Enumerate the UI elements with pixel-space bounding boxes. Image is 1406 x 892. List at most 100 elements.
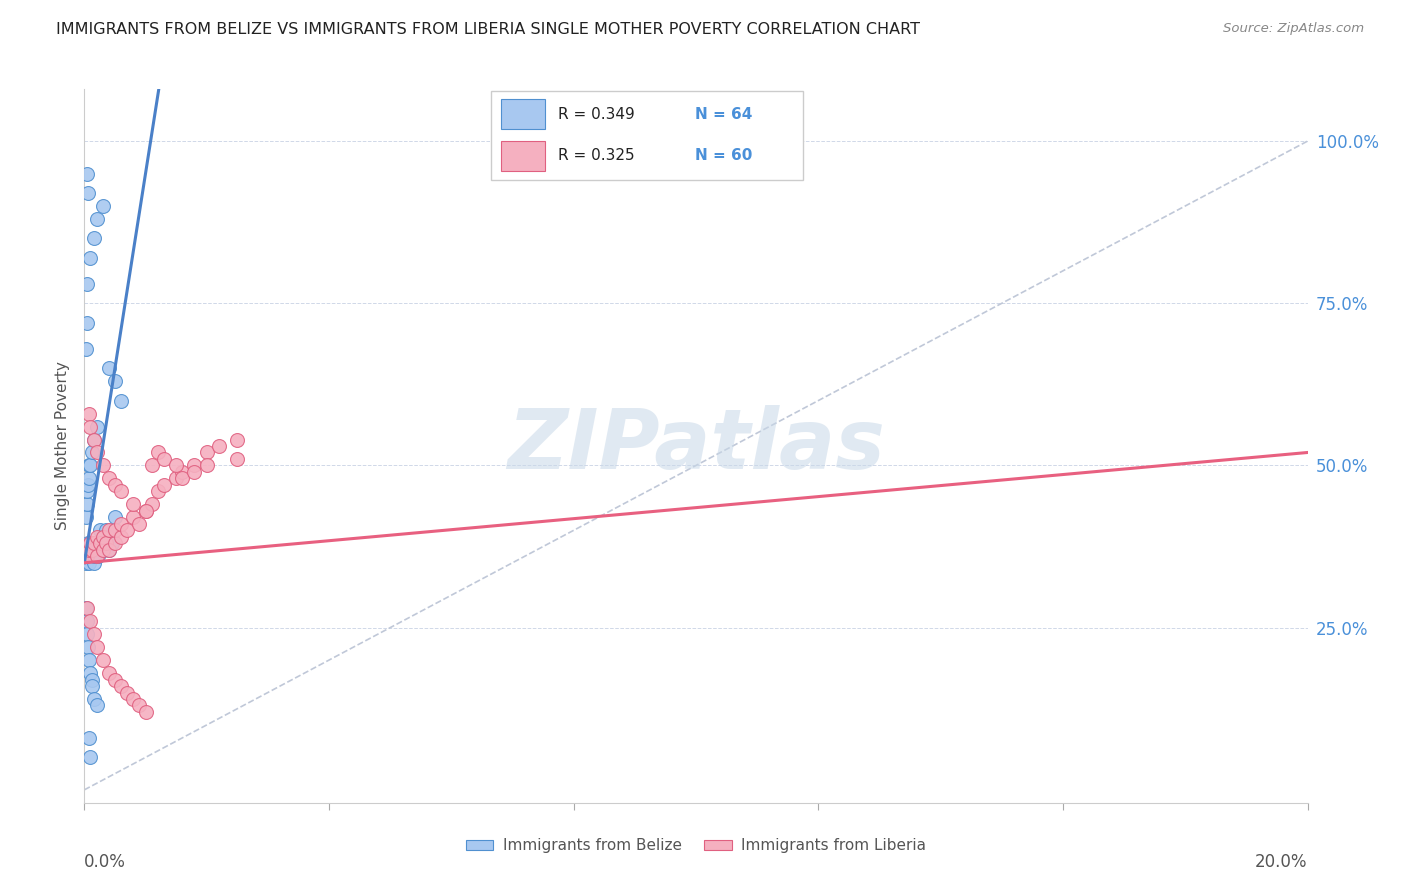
Point bbox=[86, 211, 108, 226]
Point bbox=[86, 419, 108, 434]
Point bbox=[110, 679, 132, 693]
Point bbox=[77, 640, 100, 654]
Point bbox=[80, 542, 103, 557]
Point bbox=[122, 510, 145, 524]
Point bbox=[86, 549, 108, 564]
Point bbox=[122, 692, 145, 706]
Point bbox=[76, 549, 98, 564]
Point bbox=[89, 536, 111, 550]
Point bbox=[83, 536, 105, 550]
Point bbox=[104, 478, 127, 492]
Point bbox=[153, 478, 176, 492]
Point bbox=[91, 199, 114, 213]
Point bbox=[97, 524, 120, 538]
Point bbox=[82, 679, 104, 693]
Point bbox=[77, 471, 100, 485]
Point bbox=[115, 685, 138, 699]
Point bbox=[91, 458, 114, 473]
Point bbox=[89, 524, 111, 538]
Point bbox=[97, 666, 120, 681]
Point bbox=[128, 698, 150, 713]
Point bbox=[172, 465, 194, 479]
Point bbox=[115, 524, 138, 538]
Point bbox=[83, 627, 105, 641]
Point bbox=[76, 484, 98, 499]
Point bbox=[79, 251, 101, 265]
Point bbox=[77, 458, 100, 473]
Point bbox=[77, 478, 100, 492]
Point bbox=[86, 549, 108, 564]
Point bbox=[76, 627, 98, 641]
Text: IMMIGRANTS FROM BELIZE VS IMMIGRANTS FROM LIBERIA SINGLE MOTHER POVERTY CORRELAT: IMMIGRANTS FROM BELIZE VS IMMIGRANTS FRO… bbox=[56, 22, 921, 37]
Point bbox=[104, 524, 127, 538]
Point bbox=[110, 484, 132, 499]
Point bbox=[82, 536, 104, 550]
Point bbox=[87, 549, 110, 564]
Point bbox=[86, 536, 108, 550]
Point bbox=[86, 640, 108, 654]
Point bbox=[104, 510, 127, 524]
Point bbox=[165, 458, 187, 473]
Point bbox=[135, 705, 157, 719]
Point bbox=[76, 601, 98, 615]
Point bbox=[83, 536, 105, 550]
Point bbox=[79, 419, 101, 434]
Point bbox=[79, 750, 101, 764]
Point bbox=[84, 542, 107, 557]
Point bbox=[76, 277, 98, 291]
Point bbox=[77, 653, 100, 667]
Point bbox=[80, 445, 103, 459]
Point bbox=[83, 433, 105, 447]
Point bbox=[76, 614, 98, 628]
Point bbox=[83, 542, 105, 557]
Point bbox=[101, 536, 124, 550]
Point bbox=[146, 445, 169, 459]
Point bbox=[97, 542, 120, 557]
Point bbox=[110, 516, 132, 531]
Point bbox=[86, 542, 108, 557]
Point bbox=[226, 433, 249, 447]
Point bbox=[75, 556, 97, 570]
Point bbox=[97, 361, 120, 376]
Point bbox=[195, 445, 218, 459]
Point bbox=[83, 231, 105, 245]
Point bbox=[141, 497, 163, 511]
Point bbox=[86, 445, 108, 459]
Point bbox=[183, 465, 205, 479]
Point bbox=[75, 601, 97, 615]
Point bbox=[104, 673, 127, 687]
Point bbox=[76, 167, 98, 181]
Point bbox=[91, 530, 114, 544]
Point bbox=[135, 504, 157, 518]
Point bbox=[128, 516, 150, 531]
Y-axis label: Single Mother Poverty: Single Mother Poverty bbox=[55, 361, 70, 531]
Point bbox=[97, 542, 120, 557]
Point bbox=[226, 452, 249, 467]
Point bbox=[77, 536, 100, 550]
Point bbox=[77, 731, 100, 745]
Point bbox=[75, 342, 97, 356]
Point bbox=[135, 504, 157, 518]
Point bbox=[86, 530, 108, 544]
Point bbox=[94, 524, 117, 538]
Point bbox=[79, 458, 101, 473]
Point bbox=[76, 316, 98, 330]
Text: Source: ZipAtlas.com: Source: ZipAtlas.com bbox=[1223, 22, 1364, 36]
Point bbox=[79, 549, 101, 564]
Point bbox=[97, 530, 120, 544]
Point bbox=[94, 536, 117, 550]
Legend: Immigrants from Belize, Immigrants from Liberia: Immigrants from Belize, Immigrants from … bbox=[460, 832, 932, 859]
Point bbox=[77, 407, 100, 421]
Point bbox=[97, 471, 120, 485]
Point bbox=[104, 536, 127, 550]
Text: 0.0%: 0.0% bbox=[84, 853, 127, 871]
Point bbox=[76, 497, 98, 511]
Text: ZIPatlas: ZIPatlas bbox=[508, 406, 884, 486]
Point bbox=[141, 458, 163, 473]
Point bbox=[79, 536, 101, 550]
Point bbox=[77, 556, 100, 570]
Point bbox=[82, 549, 104, 564]
Point bbox=[89, 536, 111, 550]
Point bbox=[172, 471, 194, 485]
Point bbox=[79, 666, 101, 681]
